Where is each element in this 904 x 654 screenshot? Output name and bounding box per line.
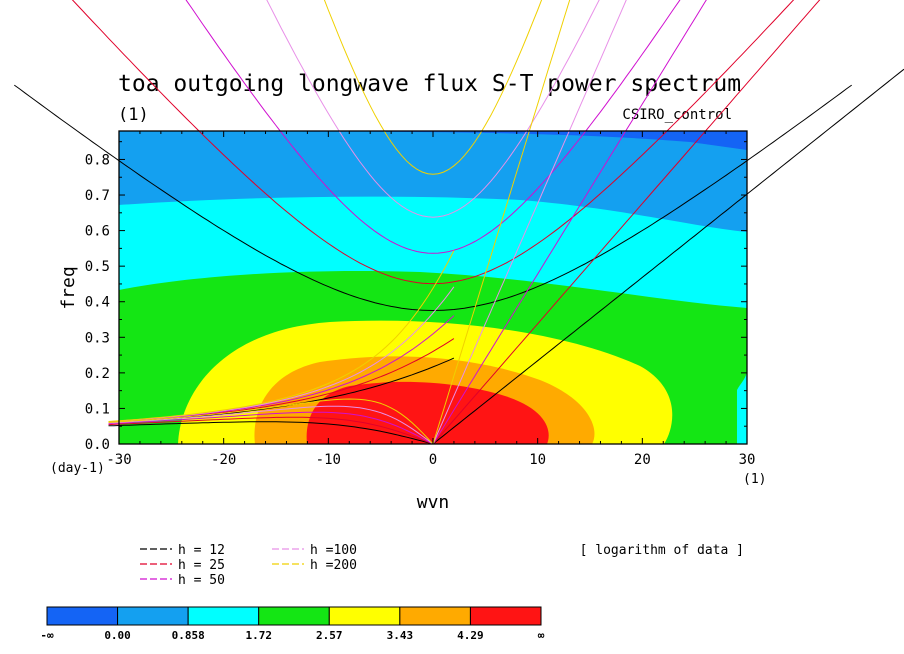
contour-bands	[119, 131, 747, 444]
inertia-gravity-curve	[71, 0, 795, 285]
x-tick-label: 10	[529, 452, 546, 468]
colorbar-swatch	[46, 606, 119, 626]
legend-label: h = 12	[178, 543, 225, 558]
chart-title: toa outgoing longwave flux S-T power spe…	[118, 71, 741, 97]
colorbar-label: 0.858	[172, 629, 205, 642]
colorbar-label: 2.57	[316, 629, 343, 642]
colorbar-swatch	[117, 606, 189, 626]
y-tick-label: 0.4	[85, 295, 110, 311]
y-unit-label: (day-1)	[50, 461, 105, 476]
kelvin-wave-curve	[432, 68, 904, 445]
inertia-gravity-curve	[323, 0, 543, 175]
colorbar-label: 0.00	[104, 629, 131, 642]
x-tick-label: -20	[211, 452, 236, 468]
legend-label: h =200	[310, 558, 357, 573]
x-tick-label: 30	[739, 452, 756, 468]
x-axis-label: wvn	[417, 492, 450, 513]
colorbar-label: 3.43	[387, 629, 414, 642]
y-tick-label: 0.7	[85, 188, 110, 204]
y-tick-label: 0.6	[85, 224, 110, 240]
x-tick-label: 20	[634, 452, 651, 468]
colorbar-swatch	[399, 606, 471, 626]
y-tick-label: 0.1	[85, 401, 110, 417]
y-tick-label: 0.5	[85, 259, 110, 275]
legend-label: h = 50	[178, 573, 225, 588]
y-tick-label: 0.3	[85, 330, 110, 346]
rossby-wave-curve	[108, 421, 434, 445]
legend-label: h =100	[310, 543, 357, 558]
dataset-label: CSIRO_control	[622, 107, 732, 123]
colorbar-swatch	[258, 606, 330, 626]
rossby-wave-curve	[108, 411, 434, 445]
rossby-wave-curve	[108, 405, 434, 445]
kelvin-wave-curve	[432, 0, 571, 445]
rossby-wave-curve	[108, 398, 434, 445]
inertia-gravity-curve	[266, 0, 600, 218]
colorbar-label: 1.72	[245, 629, 272, 642]
colorbar: -∞ 0.00 0.858 1.72 2.57 3.43 4.29 ∞	[40, 606, 545, 642]
colorbar-swatch	[328, 606, 401, 626]
y-tick-label: 0.2	[85, 366, 110, 382]
colorbar-label: ∞	[538, 629, 545, 642]
x-axis: -30 -20 -10 0 10 20 30	[106, 131, 755, 468]
x-tick-label: -10	[316, 452, 341, 468]
colorbar-swatch	[187, 606, 260, 626]
colorbar-swatch	[469, 606, 542, 626]
inertia-gravity-curve	[14, 84, 852, 312]
x-tick-label: -30	[106, 452, 131, 468]
mixed-rossby-gravity-curve	[108, 250, 455, 422]
dispersion-curves	[14, 0, 904, 445]
y-axis-label: freq	[58, 266, 79, 309]
y-tick-label: 0.0	[85, 437, 110, 453]
y-tick-label: 0.8	[85, 152, 110, 168]
rossby-wave-curve	[108, 416, 434, 445]
colorbar-label: -∞	[40, 629, 54, 642]
unit-label: (1)	[118, 105, 149, 125]
kelvin-wave-curve	[432, 0, 821, 445]
legend-label: h = 25	[178, 558, 225, 573]
y-axis: 0.0 0.1 0.2 0.3 0.4 0.5 0.6 0.7 0.8	[85, 141, 747, 453]
colorbar-label: 4.29	[457, 629, 484, 642]
x-tick-label: 0	[429, 452, 437, 468]
log-note: [ logarithm of data ]	[580, 543, 744, 558]
inertia-gravity-curve	[185, 0, 681, 254]
kelvin-wave-curve	[432, 0, 707, 445]
x-unit-label: (1)	[743, 472, 766, 487]
